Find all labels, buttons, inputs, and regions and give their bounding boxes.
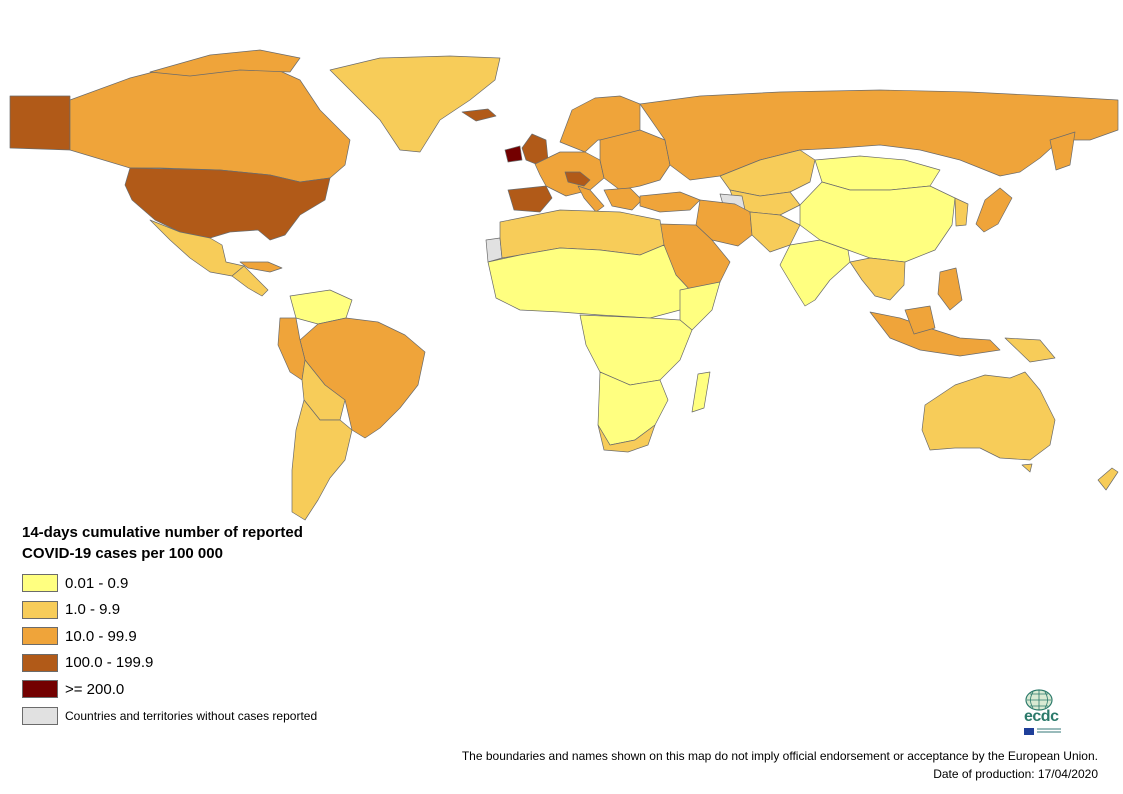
mongolia-region [814,155,941,191]
central-africa-region [579,314,693,386]
india-region [779,239,851,307]
new-zealand-region [1097,467,1119,491]
sahel-region [487,244,691,319]
turkey-region [639,191,701,213]
ecdc-logo: ecdc [1022,688,1062,738]
ecdc-globe-icon [1025,689,1053,711]
canada-region [69,59,351,183]
usa-region [124,167,331,241]
legend: 14-days cumulative number of reported CO… [22,522,352,729]
madagascar-region [691,371,711,413]
disclaimer-text: The boundaries and names shown on this m… [461,749,1098,763]
legend-label: 0.01 - 0.9 [65,574,129,592]
north-america [9,49,501,297]
ecdc-logo-subtext [1037,728,1061,730]
legend-label: 100.0 - 199.9 [65,654,154,672]
asia-south [639,181,1056,363]
legend-swatch [22,680,58,699]
legend-label: 10.0 - 99.9 [65,627,137,645]
asia-north [639,89,1119,216]
caribbean-region [239,261,283,273]
legend-item: 100.0 - 199.9 [22,650,352,677]
legend-item: Countries and territories without cases … [22,703,352,730]
new-guinea-region [1004,337,1056,363]
horn-of-africa-region [679,281,721,331]
australia-region [921,371,1056,461]
central-america-region [231,265,269,297]
southeast-asia-region [849,257,906,301]
eu-flag-icon [1024,728,1034,735]
south-america [277,289,426,521]
eastern-europe-region [599,129,671,191]
legend-title: 14-days cumulative number of reported CO… [22,524,303,562]
kamchatka-region [1049,131,1076,171]
tasmania-region [1021,463,1033,473]
western-sahara-region [485,237,503,263]
italy-alps-region [564,171,591,187]
production-date: Date of production: 17/04/2020 [933,767,1098,781]
andes-region [277,317,306,381]
argentina-chile-region [291,399,353,521]
italy-peninsula-region [577,185,605,213]
borneo-region [904,305,936,335]
balkans-region [603,187,643,211]
legend-swatch [22,574,58,593]
korea-region [954,197,969,227]
greenland-region [329,55,501,153]
legend-swatch [22,706,58,725]
south-africa-region [597,424,656,453]
canada-arctic-islands [149,49,301,77]
ireland-region [504,145,523,163]
disclaimer: The boundaries and names shown on this m… [462,747,1098,783]
spain-portugal-region [507,185,553,213]
legend-item: >= 200.0 [22,676,352,703]
oceania [921,371,1119,491]
alaska-region [9,95,71,151]
legend-item: 10.0 - 99.9 [22,623,352,650]
legend-label: Countries and territories without cases … [65,708,318,723]
europe [504,95,671,213]
africa [485,209,721,453]
legend-item: 0.01 - 0.9 [22,570,352,597]
legend-swatch [22,653,58,672]
iceland-region [461,108,497,122]
legend-swatch [22,600,58,619]
china-region [799,181,956,263]
japan-region [975,187,1013,233]
legend-label: >= 200.0 [65,680,125,698]
legend-item: 1.0 - 9.9 [22,597,352,624]
legend-swatch [22,627,58,646]
ecdc-logo-text: ecdc [1024,708,1059,725]
indonesia-region [869,311,1001,357]
legend-label: 1.0 - 9.9 [65,601,121,619]
philippines-region [937,267,963,311]
